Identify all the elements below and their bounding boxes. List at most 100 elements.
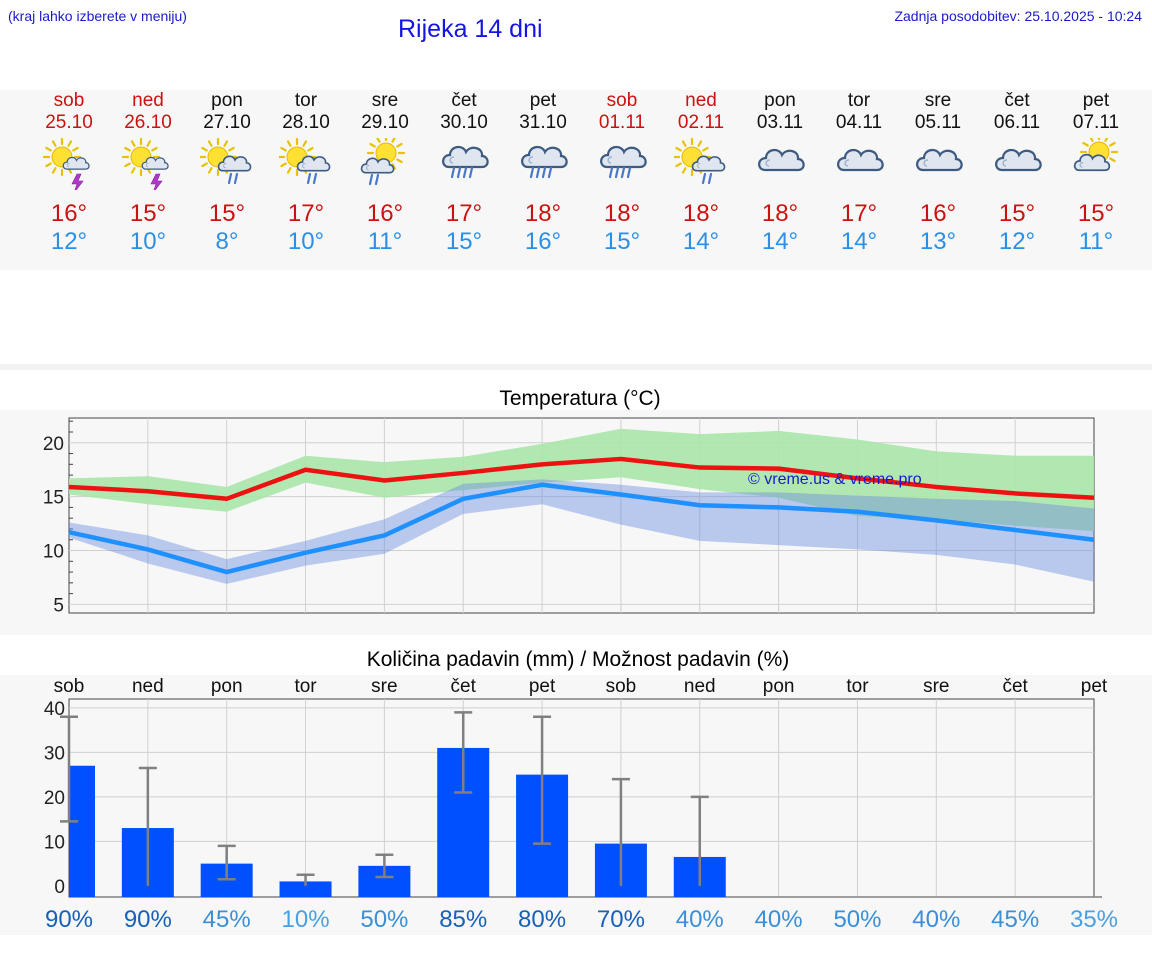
day-column: pet 07.11 15° 11° xyxy=(1057,90,1136,256)
cloud-outline xyxy=(141,156,169,170)
cloud-shape xyxy=(836,148,884,172)
min-temp-line xyxy=(68,482,1095,575)
x-tick-label: ned xyxy=(684,676,716,697)
day-date: 25.10 xyxy=(45,112,93,133)
sun-ray xyxy=(368,142,376,148)
cloud-shade xyxy=(606,156,612,164)
x-tick-label: pet xyxy=(1081,676,1108,697)
y-tick-label: 20 xyxy=(43,434,64,455)
day-name: pon xyxy=(211,90,243,111)
forecast-band xyxy=(0,90,1152,270)
sun-ray xyxy=(150,146,158,152)
sun-ray xyxy=(306,146,314,152)
precip-probability: 40% xyxy=(912,906,960,933)
cloud-heavy-rain-icon xyxy=(520,145,568,179)
day-date: 01.11 xyxy=(598,112,646,133)
precip-probability: 90% xyxy=(124,906,172,933)
weather-icon xyxy=(504,134,583,200)
lightning-bolt xyxy=(71,173,84,190)
sun-ray xyxy=(123,162,131,168)
rain-drop xyxy=(468,166,473,179)
cloud-shape xyxy=(360,157,394,174)
cloud-shade xyxy=(1079,161,1083,168)
rain-drop xyxy=(701,172,706,185)
day-column: sre 05.11 16° 13° xyxy=(899,90,978,256)
y-tick-label: 10 xyxy=(43,542,64,563)
location-hint: (kraj lahko izberete v meniju) xyxy=(8,8,187,24)
sun-ray xyxy=(200,162,208,168)
y-tick-label: 10 xyxy=(44,832,65,853)
precip-probability: 50% xyxy=(833,906,881,933)
min-temp: 12° xyxy=(998,228,1036,255)
day-name: čet xyxy=(1004,90,1030,111)
day-column: pet 31.10 18° 16° xyxy=(504,90,583,256)
precip-probability: 40% xyxy=(676,906,724,933)
cloud-shape xyxy=(691,155,725,172)
cloud-outline xyxy=(520,145,568,169)
sun-ray xyxy=(1103,138,1108,142)
sun-ray xyxy=(222,140,228,147)
day-date: 06.11 xyxy=(993,112,1041,133)
day-name: tor xyxy=(294,90,318,111)
cloud-shade xyxy=(301,162,305,169)
rain-drop xyxy=(456,166,461,179)
cloud-shape xyxy=(994,148,1042,172)
sun-ray xyxy=(279,162,287,168)
min-temp: 15° xyxy=(445,228,483,255)
cloud-outline xyxy=(599,145,647,169)
min-temp: 10° xyxy=(129,228,167,255)
cloud-shade xyxy=(696,162,700,169)
precip-chart-title: Količina padavin (mm) / Možnost padavin … xyxy=(366,648,790,671)
day-date: 28.10 xyxy=(282,112,330,133)
precip-bar xyxy=(279,881,332,897)
cloud-shape xyxy=(599,145,647,169)
day-column: ned 26.10 15° 10° xyxy=(109,90,188,256)
precip-probability: 85% xyxy=(439,906,487,933)
sun-cloud-thunder-icon xyxy=(42,138,90,190)
min-temp: 14° xyxy=(761,228,799,255)
sun-ray xyxy=(390,138,396,143)
cloud-shape xyxy=(296,155,330,172)
cloud-outline xyxy=(360,157,394,174)
cloud-heavy-rain-icon xyxy=(441,145,489,179)
sun-ray xyxy=(395,158,403,164)
min-temp-band xyxy=(69,479,1094,584)
max-temp: 18° xyxy=(682,200,720,227)
weather-icon xyxy=(899,134,978,200)
sun-ray xyxy=(44,146,52,152)
x-tick-label: pon xyxy=(211,676,243,697)
x-tick-label: pet xyxy=(529,676,556,697)
cloud-outline xyxy=(757,148,805,172)
rain-drop xyxy=(547,166,552,179)
weather-icon xyxy=(267,134,346,200)
cloud-outline xyxy=(296,155,330,172)
sun-ray xyxy=(301,140,307,147)
sun-cloud-light-rain-icon xyxy=(360,138,405,186)
cloud-shade xyxy=(843,159,849,167)
separator xyxy=(0,364,1152,370)
sun-cloud-thunder-icon xyxy=(121,138,169,190)
sun-ray xyxy=(701,146,709,152)
max-temp: 16° xyxy=(50,200,88,227)
sun-ray xyxy=(696,140,702,147)
sun-ray xyxy=(207,140,213,147)
day-date: 03.11 xyxy=(756,112,804,133)
x-tick-label: sre xyxy=(371,676,397,697)
y-tick-label: 40 xyxy=(44,699,65,720)
sun-ray xyxy=(286,167,292,174)
cloud-outline xyxy=(441,145,489,169)
max-temp: 17° xyxy=(445,200,483,227)
weather-icon xyxy=(346,134,425,200)
day-date: 02.11 xyxy=(677,112,725,133)
sun-ray xyxy=(1081,141,1089,147)
cloud-outline xyxy=(217,155,251,172)
cloud-outline xyxy=(691,155,725,172)
precip-probability: 90% xyxy=(45,906,93,933)
max-temp: 18° xyxy=(761,200,799,227)
precip-probability: 50% xyxy=(360,906,408,933)
x-tick-label: sre xyxy=(923,676,949,697)
sun-ray xyxy=(674,162,682,168)
cloud-shade xyxy=(922,159,928,167)
max-temp: 16° xyxy=(366,200,404,227)
rain-drop xyxy=(312,172,317,185)
